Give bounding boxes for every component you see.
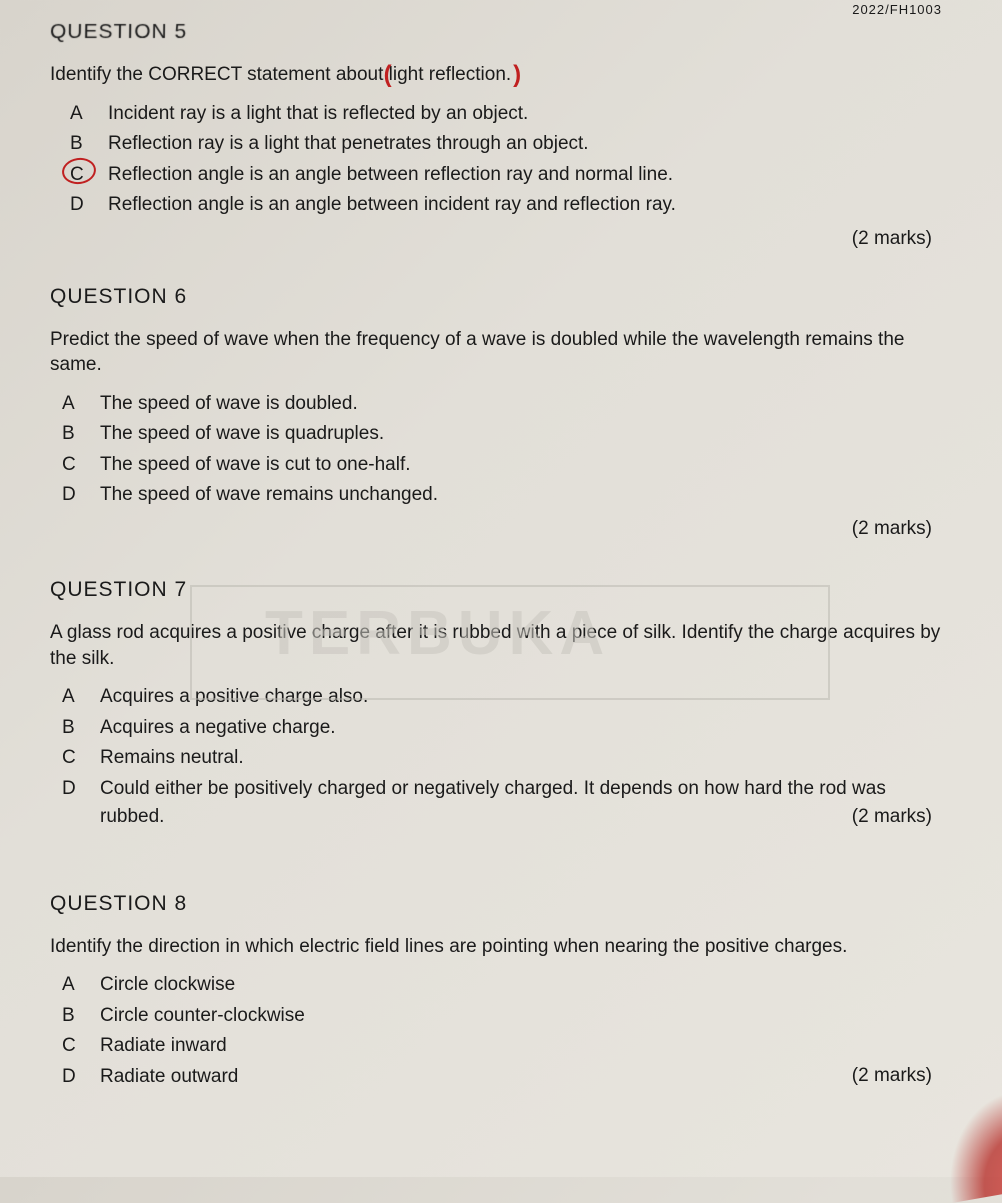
question-7-title: QUESTION 7: [50, 578, 952, 602]
option-text: Remains neutral.: [100, 744, 952, 773]
option-letter: D: [70, 191, 108, 220]
q8-options: A Circle clockwise B Circle counter-cloc…: [62, 971, 952, 1091]
option-letter: D: [62, 481, 100, 510]
option-letter: D: [62, 775, 100, 804]
red-paren-right-icon: ): [513, 59, 521, 91]
q7-option-b: B Acquires a negative charge.: [62, 714, 952, 743]
question-7: QUESTION 7 A glass rod acquires a positi…: [50, 578, 952, 832]
question-6-text: Predict the speed of wave when the frequ…: [50, 327, 952, 378]
question-5: QUESTION 5 Identify the CORRECT statemen…: [50, 20, 952, 250]
q5-option-b: B Reflection ray is a light that penetra…: [70, 130, 952, 159]
q5-option-c: C Reflection angle is an angle between r…: [70, 161, 952, 190]
circled-annotation-icon: [60, 155, 97, 185]
q5-option-a: A Incident ray is a light that is reflec…: [70, 100, 952, 129]
q8-option-b: B Circle counter-clockwise: [62, 1002, 952, 1031]
q6-options: A The speed of wave is doubled. B The sp…: [62, 390, 952, 510]
q6-option-d: D The speed of wave remains unchanged.: [62, 481, 952, 510]
option-text: Circle clockwise: [100, 971, 952, 1000]
option-letter: A: [62, 390, 100, 419]
q5-text-before: Identify the CORRECT statement about: [50, 64, 389, 85]
option-letter: C: [62, 744, 100, 773]
option-letter: B: [62, 1002, 100, 1031]
option-text: The speed of wave remains unchanged.: [100, 481, 952, 510]
q6-option-b: B The speed of wave is quadruples.: [62, 420, 952, 449]
q7-options: A Acquires a positive charge also. B Acq…: [62, 683, 952, 832]
question-6-title: QUESTION 6: [50, 285, 952, 309]
q8-option-a: A Circle clockwise: [62, 971, 952, 1000]
question-8-title: QUESTION 8: [50, 892, 952, 916]
question-7-text: A glass rod acquires a positive charge a…: [50, 620, 952, 671]
q5-options: A Incident ray is a light that is reflec…: [70, 100, 952, 220]
option-text: Reflection angle is an angle between inc…: [108, 191, 952, 220]
question-6: QUESTION 6 Predict the speed of wave whe…: [50, 285, 952, 540]
q8-option-c: C Radiate inward: [62, 1032, 952, 1061]
option-text: The speed of wave is cut to one-half.: [100, 451, 952, 480]
q7-marks: (2 marks): [852, 803, 952, 832]
option-letter: C: [62, 1032, 100, 1061]
option-letter: D: [62, 1063, 100, 1092]
q7-option-c: C Remains neutral.: [62, 744, 952, 773]
q8-option-d: D Radiate outward: [62, 1063, 952, 1092]
option-letter: A: [62, 971, 100, 1000]
question-8: QUESTION 8 Identify the direction in whi…: [50, 892, 952, 1088]
option-text: Circle counter-clockwise: [100, 1002, 952, 1031]
q8-d-text: Radiate outward: [100, 1066, 238, 1087]
q5-highlight-text: light reflection.: [389, 64, 512, 85]
option-text: Reflection angle is an angle between ref…: [108, 161, 952, 190]
option-text: Could either be positively charged or ne…: [100, 775, 952, 832]
option-text: The speed of wave is quadruples.: [100, 420, 952, 449]
option-text: Reflection ray is a light that penetrate…: [108, 130, 952, 159]
option-letter: A: [62, 683, 100, 712]
option-text: Radiate inward: [100, 1032, 952, 1061]
q6-option-a: A The speed of wave is doubled.: [62, 390, 952, 419]
q6-marks: (2 marks): [50, 518, 952, 540]
q5-highlighted-phrase: (light reflection.): [389, 62, 512, 88]
option-letter: B: [62, 420, 100, 449]
q7-d-text: Could either be positively charged or ne…: [100, 778, 886, 828]
option-letter: C: [70, 161, 108, 190]
red-paren-left-icon: (: [384, 59, 392, 91]
option-text: Acquires a negative charge.: [100, 714, 952, 743]
q6-option-c: C The speed of wave is cut to one-half.: [62, 451, 952, 480]
option-text: The speed of wave is doubled.: [100, 390, 952, 419]
option-letter: B: [70, 130, 108, 159]
option-letter: C: [62, 451, 100, 480]
header-code: 2022/FH1003: [852, 2, 942, 17]
question-5-title: QUESTION 5: [50, 20, 952, 44]
option-letter: A: [70, 100, 108, 129]
question-5-text: Identify the CORRECT statement about (li…: [50, 62, 952, 88]
q5-marks: (2 marks): [50, 228, 952, 250]
option-letter: B: [62, 714, 100, 743]
corner-artifact: [934, 1091, 1002, 1203]
option-text: Incident ray is a light that is reflecte…: [108, 100, 952, 129]
option-text: Acquires a positive charge also.: [100, 683, 952, 712]
q7-option-a: A Acquires a positive charge also.: [62, 683, 952, 712]
q7-option-d: D Could either be positively charged or …: [62, 775, 952, 832]
q5-option-d: D Reflection angle is an angle between i…: [70, 191, 952, 220]
question-8-text: Identify the direction in which electric…: [50, 934, 952, 960]
option-text: Radiate outward: [100, 1063, 952, 1092]
